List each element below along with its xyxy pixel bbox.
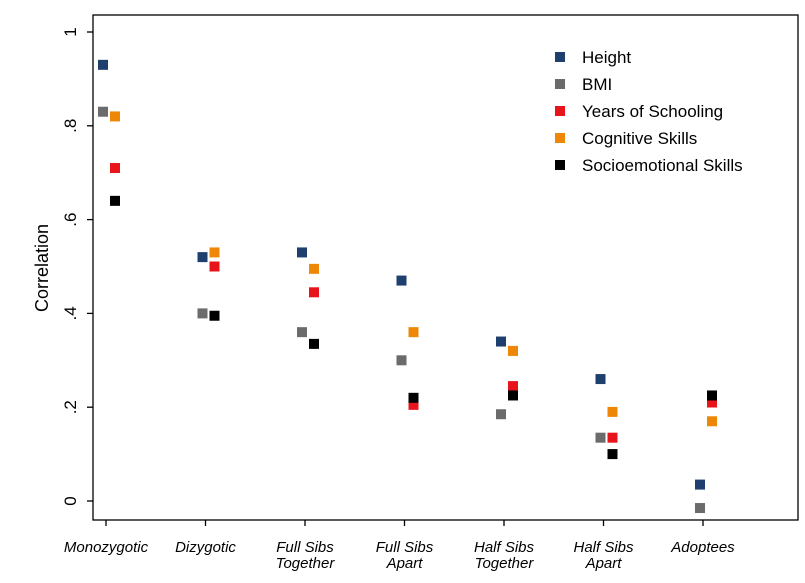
data-point-socioemotional-skills <box>707 390 717 401</box>
data-point-socioemotional-skills <box>110 195 120 206</box>
data-point-bmi <box>595 432 606 443</box>
x-category-label: Monozygotic <box>64 539 149 556</box>
data-point-height <box>396 275 407 286</box>
y-tick-label: .6 <box>61 213 80 227</box>
data-point-height <box>595 374 606 385</box>
data-point-years-of-schooling <box>707 397 717 408</box>
plot-frame <box>92 14 799 521</box>
data-point-bmi <box>695 503 705 514</box>
x-category-label: Together <box>276 555 336 572</box>
x-category-label: Adoptees <box>670 539 735 556</box>
data-point-height <box>496 336 506 347</box>
legend-swatch <box>555 106 565 116</box>
data-point-height <box>197 252 208 263</box>
y-tick-label: 1 <box>61 27 80 36</box>
axes: 0 .2 .4 .6 .8 1 Correlation Monozygotic Dizygoti… <box>32 14 799 572</box>
y-tick-label: .4 <box>61 306 80 320</box>
x-category-label: Half Sibs <box>474 539 535 556</box>
data-point-bmi <box>496 409 506 420</box>
data-point-height <box>695 479 705 490</box>
y-tick-label: .8 <box>61 119 80 133</box>
x-category-label: Apart <box>585 555 623 572</box>
data-point-bmi <box>98 106 108 117</box>
data-point-cognitive-skills <box>110 111 120 122</box>
data-point-socioemotional-skills <box>607 449 618 460</box>
data-markers <box>98 59 717 514</box>
x-category-label: Dizygotic <box>175 539 236 556</box>
data-point-years-of-schooling <box>209 261 220 272</box>
data-point-socioemotional-skills <box>309 338 319 349</box>
data-point-years-of-schooling <box>110 163 120 174</box>
data-point-cognitive-skills <box>508 345 518 356</box>
y-tick-label: 0 <box>61 496 80 505</box>
data-point-bmi <box>297 327 307 338</box>
data-point-height <box>98 59 108 70</box>
data-point-socioemotional-skills <box>508 390 518 401</box>
legend-swatch <box>555 133 565 143</box>
data-point-socioemotional-skills <box>408 392 419 403</box>
x-category-label: Full Sibs <box>276 539 334 556</box>
x-category-label: Together <box>475 555 535 572</box>
data-point-bmi <box>396 355 407 366</box>
legend-swatch <box>555 79 565 89</box>
legend-swatch <box>555 52 565 62</box>
data-point-years-of-schooling <box>309 287 319 298</box>
data-point-cognitive-skills <box>607 406 618 417</box>
y-tick-label: .2 <box>61 400 80 414</box>
data-point-cognitive-skills <box>707 416 717 427</box>
legend-label: Height <box>582 48 631 67</box>
data-point-cognitive-skills <box>408 327 419 338</box>
legend-label: Years of Schooling <box>582 102 723 121</box>
legend-label: Socioemotional Skills <box>582 156 743 175</box>
x-category-label: Full Sibs <box>376 539 434 556</box>
legend: Height BMI Years of Schooling Cognitive Ski… <box>555 48 743 175</box>
legend-label: Cognitive Skills <box>582 129 697 148</box>
y-axis-title: Correlation <box>32 224 52 312</box>
data-point-years-of-schooling <box>408 399 419 410</box>
data-point-bmi <box>197 308 208 319</box>
data-point-socioemotional-skills <box>209 310 220 321</box>
data-point-cognitive-skills <box>309 263 319 274</box>
legend-label: BMI <box>582 75 612 94</box>
data-point-height <box>297 247 307 258</box>
legend-swatch <box>555 160 565 170</box>
data-point-years-of-schooling <box>607 432 618 443</box>
data-point-cognitive-skills <box>209 247 220 258</box>
x-category-label: Half Sibs <box>573 539 634 556</box>
data-point-years-of-schooling <box>508 381 518 392</box>
x-category-label: Apart <box>386 555 424 572</box>
